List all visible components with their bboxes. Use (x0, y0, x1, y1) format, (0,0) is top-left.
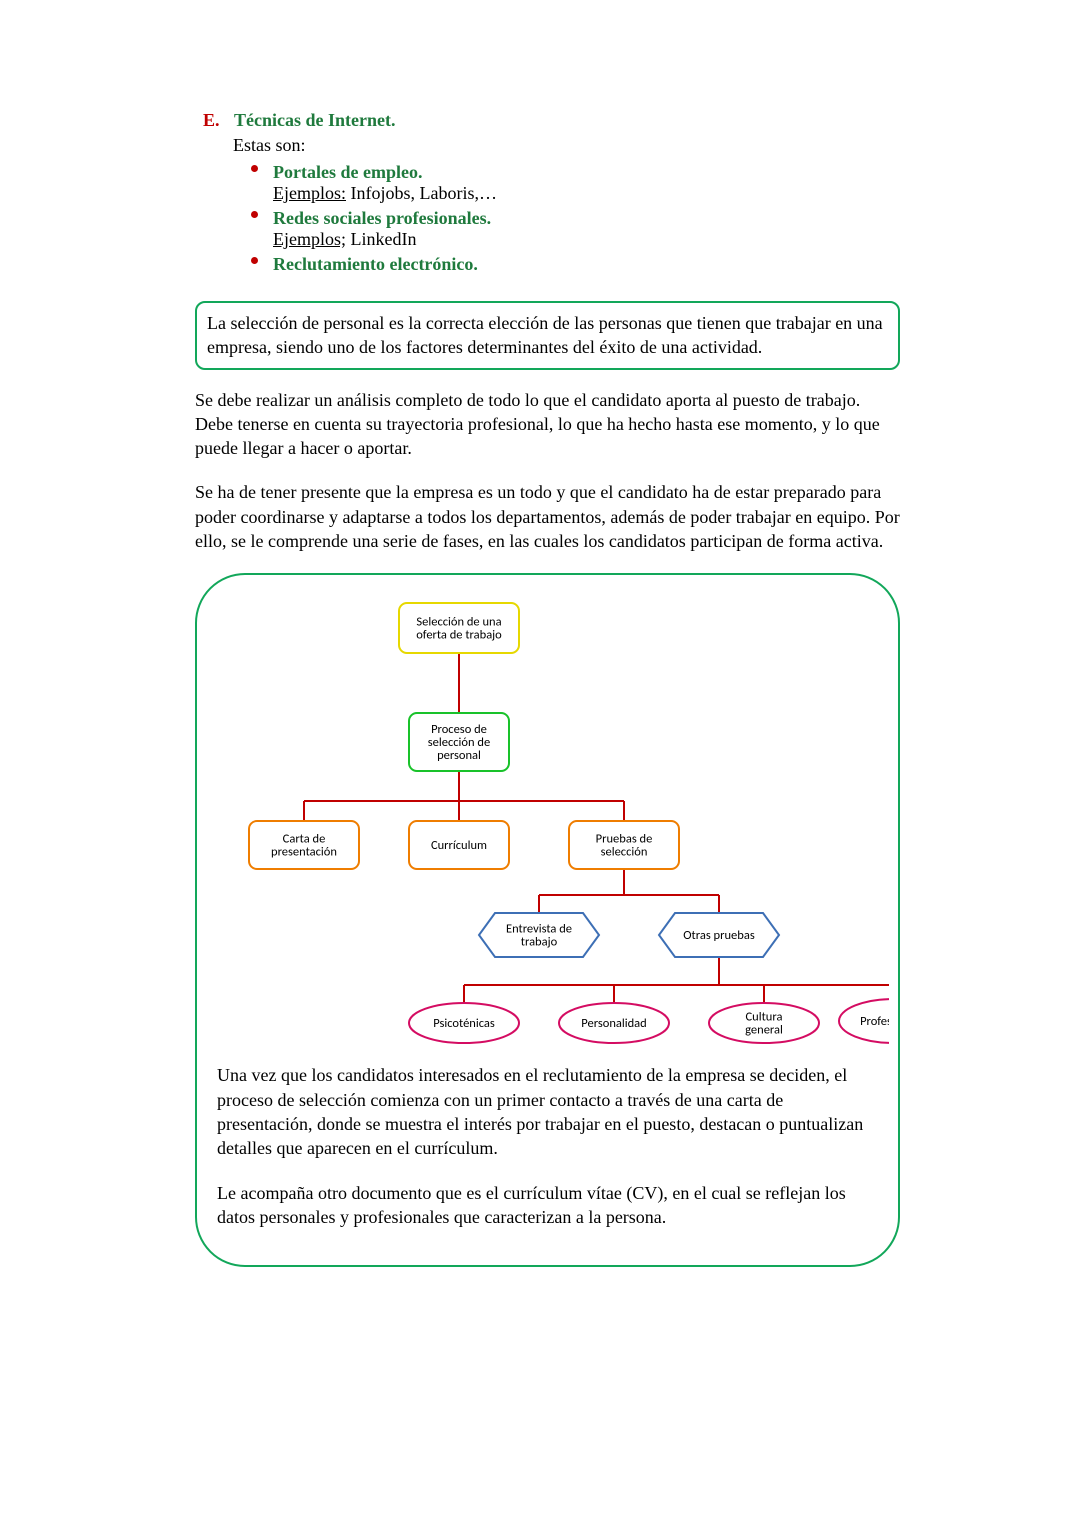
diagram-node: Entrevista detrabajo (479, 913, 599, 957)
bullet-icon (251, 257, 258, 264)
diagram-node: Otras pruebas (659, 913, 779, 957)
diagram-node: Personalidad (559, 1003, 669, 1043)
highlight-box: La selección de personal es la correcta … (195, 301, 900, 370)
svg-text:oferta de trabajo: oferta de trabajo (416, 628, 502, 643)
section-heading: E. Técnicas de Internet. (195, 110, 900, 131)
bullet-sub: Ejemplos: Infojobs, Laboris,… (273, 183, 900, 204)
svg-text:trabajo: trabajo (521, 935, 558, 950)
diagram-node: Carta depresentación (249, 821, 359, 869)
svg-text:Currículum: Currículum (431, 838, 487, 853)
bullet-icon (251, 211, 258, 218)
bullet-head: Redes sociales profesionales. (273, 208, 491, 228)
diagram-node: Profesionales (839, 999, 889, 1043)
bullet-list: Portales de empleo. Ejemplos: Infojobs, … (195, 162, 900, 275)
body-paragraph: Se ha de tener presente que la empresa e… (195, 480, 900, 553)
diagram-node: Psicoténicas (409, 1003, 519, 1043)
section-intro: Estas son: (195, 135, 900, 156)
body-paragraph: Se debe realizar un análisis completo de… (195, 388, 900, 461)
svg-text:selección: selección (601, 845, 648, 860)
svg-text:personal: personal (437, 748, 481, 763)
svg-text:presentación: presentación (271, 845, 337, 860)
bullet-head: Reclutamiento electrónico. (273, 254, 478, 274)
body-paragraph: Le acompaña otro documento que es el cur… (209, 1181, 886, 1230)
diagram-node: Pruebas deselección (569, 821, 679, 869)
section-letter: E. (203, 110, 220, 130)
section-title: Técnicas de Internet. (234, 110, 395, 130)
list-item: Redes sociales profesionales. Ejemplos; … (273, 208, 900, 250)
diagram-node: Currículum (409, 821, 509, 869)
bullet-sub: Ejemplos; LinkedIn (273, 229, 900, 250)
body-paragraph: Una vez que los candidatos interesados e… (209, 1063, 886, 1160)
diagram-node: Proceso deselección depersonal (409, 713, 509, 771)
svg-text:Psicoténicas: Psicoténicas (433, 1016, 495, 1031)
svg-text:general: general (745, 1023, 783, 1038)
svg-text:Otras pruebas: Otras pruebas (683, 928, 755, 943)
list-item: Portales de empleo. Ejemplos: Infojobs, … (273, 162, 900, 204)
flowchart-diagram: Selección de unaoferta de trabajo Proceso… (209, 593, 889, 1063)
svg-text:Personalidad: Personalidad (581, 1016, 646, 1031)
diagram-container: Selección de unaoferta de trabajo Proceso… (195, 573, 900, 1267)
document-page: E. Técnicas de Internet. Estas son: Port… (0, 0, 1080, 1327)
svg-text:Profesionales: Profesionales (860, 1014, 889, 1029)
diagram-node: Selección de unaoferta de trabajo (399, 603, 519, 653)
list-item: Reclutamiento electrónico. (273, 254, 900, 275)
bullet-head: Portales de empleo. (273, 162, 422, 182)
diagram-node: Culturageneral (709, 1003, 819, 1043)
bullet-icon (251, 165, 258, 172)
